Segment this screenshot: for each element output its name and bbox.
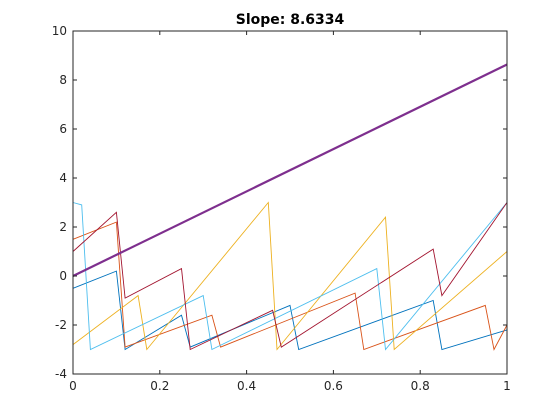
chart-title: Slope: 8.6334 — [236, 12, 345, 28]
x-tick-label: 1 — [503, 379, 511, 393]
fit-line-layer — [72, 63, 508, 277]
series-line-5 — [72, 202, 508, 351]
y-tick-label: 8 — [59, 73, 67, 87]
fit-line — [72, 63, 508, 277]
y-tick-label: -4 — [55, 367, 67, 381]
series-layer — [72, 201, 508, 351]
axes-box — [72, 30, 508, 375]
x-tick-label: 0 — [69, 379, 77, 393]
series-line-4 — [72, 202, 508, 351]
y-axis-ticks: -4 -2 0 2 4 6 8 10 — [52, 24, 507, 381]
axes-background — [73, 31, 507, 374]
y-tick-label: 4 — [59, 171, 67, 185]
x-tick-label: 0.2 — [150, 379, 169, 393]
y-tick-label: 6 — [59, 122, 67, 136]
series-line-3 — [72, 201, 508, 351]
x-tick-label: 0.6 — [324, 379, 343, 393]
x-tick-label: 0.4 — [237, 379, 256, 393]
y-tick-label: -2 — [55, 318, 67, 332]
y-tick-label: 10 — [52, 24, 67, 38]
x-tick-label: 0.8 — [411, 379, 430, 393]
y-tick-label: 2 — [59, 220, 67, 234]
series-line-2 — [72, 221, 508, 351]
y-tick-label: 0 — [59, 269, 67, 283]
x-axis-ticks: 0 0.2 0.4 0.6 0.8 1 — [69, 31, 511, 393]
